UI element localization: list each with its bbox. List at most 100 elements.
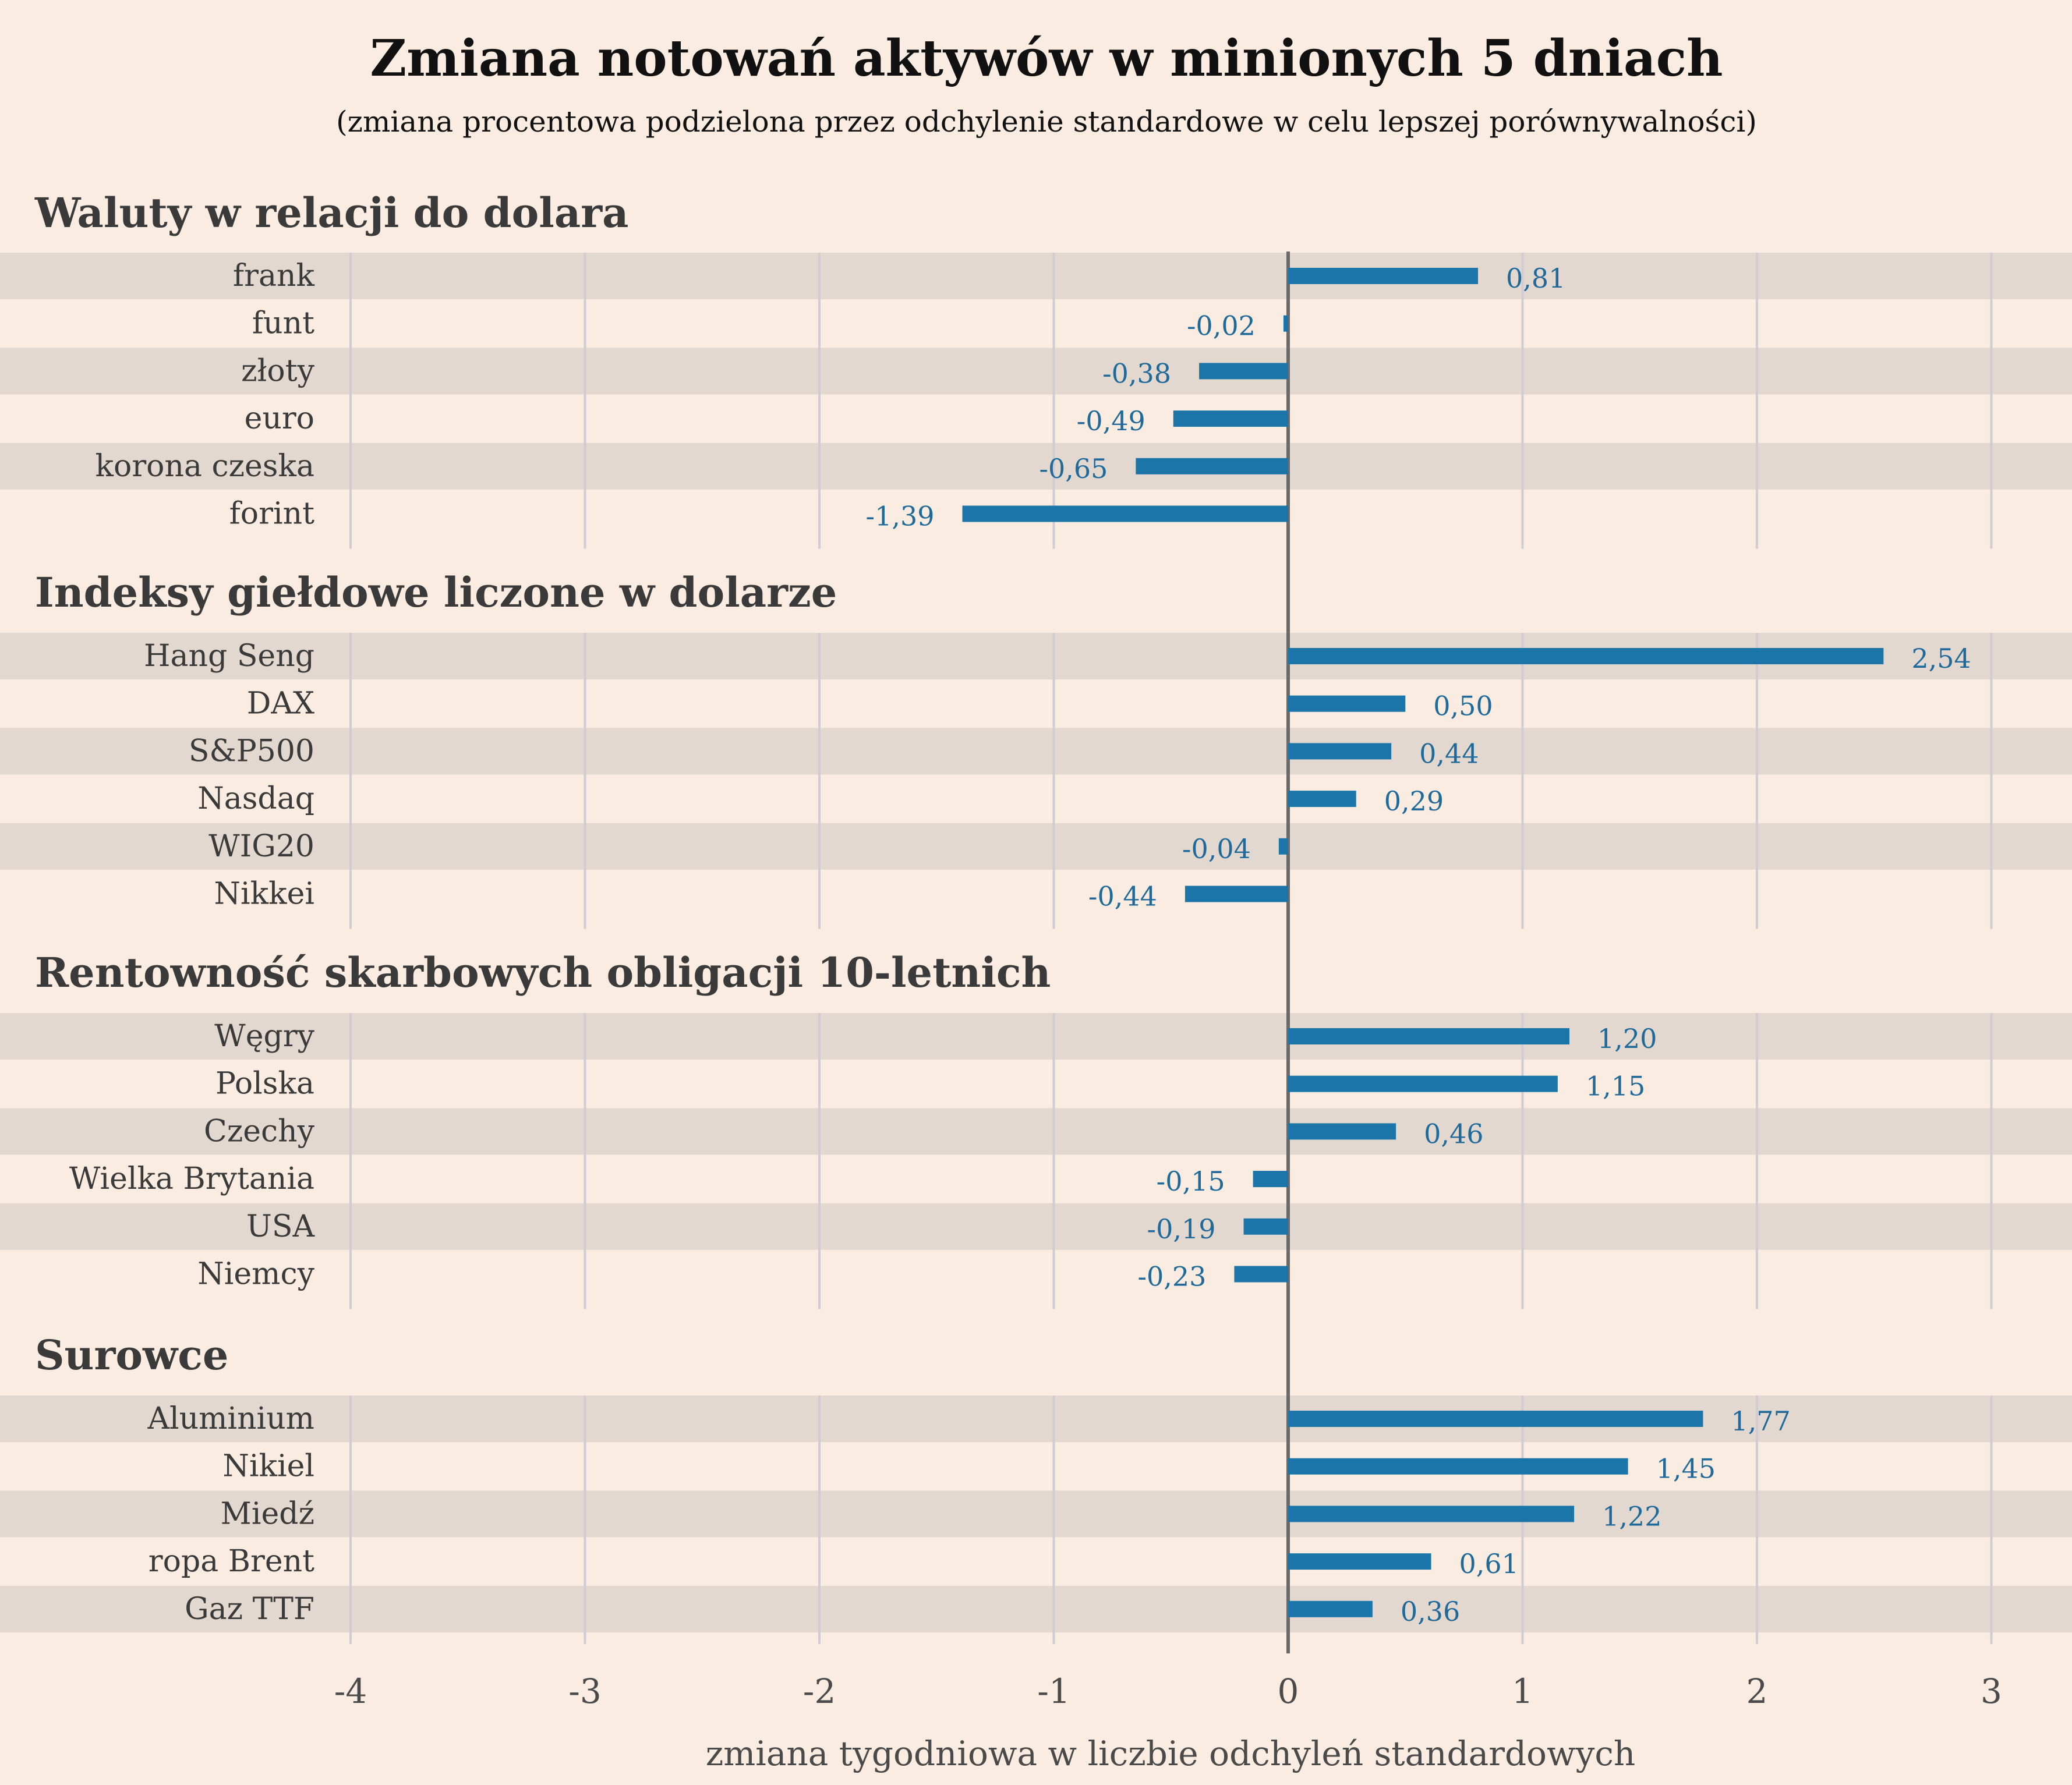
value-label: -0,65 xyxy=(1039,453,1108,484)
chart-title: Zmiana notowań aktywów w minionych 5 dni… xyxy=(370,29,1723,88)
x-tick-label: -3 xyxy=(568,1671,602,1711)
value-label: 2,54 xyxy=(1911,643,1971,674)
bar xyxy=(1234,1266,1288,1283)
value-label: -0,38 xyxy=(1102,357,1171,389)
bar xyxy=(1278,838,1288,855)
category-label: S&P500 xyxy=(189,734,314,768)
row-stripe xyxy=(0,1396,2072,1442)
x-tick-label: -4 xyxy=(334,1671,367,1711)
bar xyxy=(1199,363,1288,380)
row-stripe xyxy=(0,1585,2072,1632)
bar xyxy=(1288,791,1356,808)
row-stripe xyxy=(0,728,2072,775)
group-title: Waluty w relacji do dolara xyxy=(34,189,628,237)
category-label: Aluminium xyxy=(147,1401,314,1436)
category-label: WIG20 xyxy=(208,829,314,864)
value-label: -0,44 xyxy=(1088,881,1157,912)
x-tick-label: -1 xyxy=(1037,1671,1070,1711)
bar xyxy=(962,505,1288,522)
bar xyxy=(1288,1458,1628,1475)
bar xyxy=(1288,268,1479,284)
bar xyxy=(1288,695,1406,712)
bar xyxy=(1288,1553,1431,1570)
value-label: -0,02 xyxy=(1187,310,1256,342)
value-label: 0,61 xyxy=(1459,1548,1519,1579)
bar xyxy=(1288,1075,1558,1092)
category-label: forint xyxy=(229,497,315,532)
category-label: frank xyxy=(233,258,315,293)
bar xyxy=(1288,1411,1703,1427)
value-label: 1,45 xyxy=(1656,1453,1716,1485)
category-label: ropa Brent xyxy=(148,1544,314,1579)
value-label: 1,15 xyxy=(1586,1071,1645,1102)
category-label: DAX xyxy=(247,686,314,721)
value-label: 1,77 xyxy=(1731,1405,1790,1437)
category-label: Polska xyxy=(215,1067,314,1102)
category-label: Węgry xyxy=(214,1019,314,1054)
category-label: Nikiel xyxy=(222,1449,314,1484)
bar xyxy=(1173,410,1288,427)
value-label: -0,23 xyxy=(1137,1261,1206,1292)
category-label: Hang Seng xyxy=(144,639,314,674)
value-label: 0,50 xyxy=(1433,690,1493,722)
bar xyxy=(1136,458,1288,474)
bar xyxy=(1253,1171,1288,1188)
value-label: -0,04 xyxy=(1182,833,1251,865)
bar xyxy=(1288,1600,1373,1617)
category-label: funt xyxy=(252,306,314,341)
value-label: 1,22 xyxy=(1602,1500,1661,1532)
category-label: Gaz TTF xyxy=(185,1592,314,1627)
row-stripe xyxy=(0,1013,2072,1060)
row-stripe xyxy=(0,823,2072,870)
value-label: -0,49 xyxy=(1077,405,1145,437)
value-label: 0,44 xyxy=(1419,738,1479,769)
group-title: Rentowność skarbowych obligacji 10-letni… xyxy=(35,948,1051,997)
category-label: USA xyxy=(246,1209,315,1244)
bars xyxy=(962,268,1884,1617)
bar xyxy=(1288,743,1392,760)
category-label: Wielka Brytania xyxy=(69,1161,314,1196)
row-stripe xyxy=(0,253,2072,299)
row-stripe xyxy=(0,1203,2072,1250)
category-label: Nasdaq xyxy=(197,781,314,816)
bar xyxy=(1288,1028,1569,1044)
row-stripe xyxy=(0,348,2072,395)
x-tick-label: 1 xyxy=(1512,1671,1533,1711)
category-label: złoty xyxy=(241,353,314,388)
category-label: Czechy xyxy=(204,1114,315,1149)
x-tick-label: 0 xyxy=(1278,1671,1299,1711)
value-label: 0,29 xyxy=(1384,785,1444,817)
x-tick-label: -2 xyxy=(803,1671,836,1711)
value-label: 0,46 xyxy=(1424,1118,1483,1149)
bar xyxy=(1184,886,1288,902)
grid-lines xyxy=(349,253,1993,1644)
bar xyxy=(1288,648,1884,664)
value-label: -0,15 xyxy=(1157,1166,1225,1197)
group-title: Surowce xyxy=(35,1331,228,1379)
row-stripes xyxy=(0,253,2072,1632)
value-label: -0,19 xyxy=(1147,1213,1216,1245)
x-axis-label: zmiana tygodniowa w liczbie odchyleń sta… xyxy=(706,1734,1636,1773)
labels: Waluty w relacji do dolara frank 0,81 funt -… xyxy=(34,189,2002,1711)
group-title: Indeksy giełdowe liczone w dolarze xyxy=(35,568,837,617)
category-label: Niemcy xyxy=(197,1257,314,1292)
value-label: -1,39 xyxy=(866,501,935,532)
bar xyxy=(1283,315,1288,332)
value-label: 0,36 xyxy=(1401,1596,1460,1627)
x-tick-label: 2 xyxy=(1746,1671,1768,1711)
category-label: euro xyxy=(245,401,314,436)
x-tick-label: 3 xyxy=(1981,1671,2002,1711)
value-label: 0,81 xyxy=(1506,263,1565,294)
value-label: 1,20 xyxy=(1597,1023,1657,1054)
bar xyxy=(1243,1218,1288,1235)
row-stripe xyxy=(0,1108,2072,1155)
chart-subtitle: (zmiana procentowa podzielona przez odch… xyxy=(336,105,1757,139)
bar xyxy=(1288,1506,1575,1522)
category-label: Miedź xyxy=(221,1496,314,1531)
category-label: Nikkei xyxy=(214,877,314,912)
row-stripe xyxy=(0,442,2072,490)
bar xyxy=(1288,1123,1396,1140)
row-stripe xyxy=(0,1490,2072,1538)
category-label: korona czeska xyxy=(96,449,315,484)
